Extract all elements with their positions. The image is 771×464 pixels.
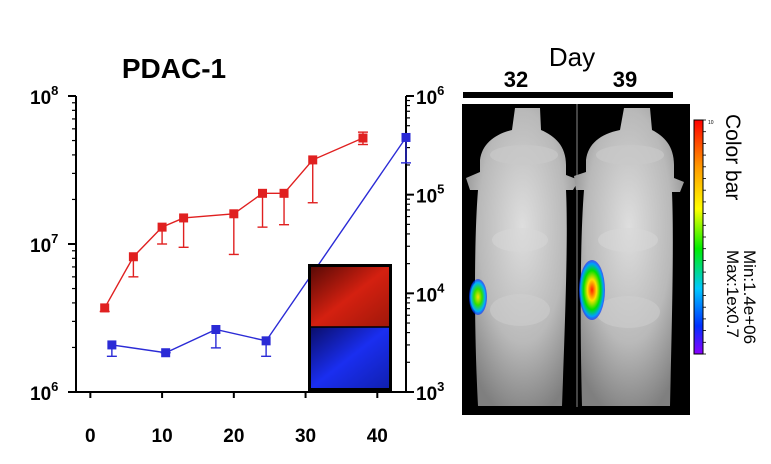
- right-y-tick-label: 103: [416, 379, 444, 405]
- inset-red-panel: [311, 267, 389, 327]
- data-point: [107, 340, 117, 350]
- inset-image: [308, 264, 392, 391]
- color-bar-max: Max:1ex0.7: [723, 250, 742, 338]
- left-y-tick-label: 107: [30, 231, 58, 257]
- right-y-tick-label: 106: [416, 83, 444, 109]
- left-y-ticks: 106 107 108: [30, 83, 76, 405]
- mouse-day-32: [466, 108, 579, 406]
- chart-title: PDAC-1: [122, 53, 226, 84]
- color-bar-ticks: [703, 119, 706, 355]
- color-bar-min: Min:1.4e+06: [740, 250, 759, 344]
- x-ticks: 0 10 20 30 40: [85, 392, 388, 447]
- mouse-day-39: [574, 108, 684, 406]
- series-layer: [99, 131, 411, 358]
- color-bar-title: Color bar: [721, 114, 744, 200]
- color-bar-gradient: [693, 119, 704, 355]
- data-point: [161, 348, 171, 358]
- day-label: Day: [549, 42, 595, 72]
- bioluminescence-signal-day-39: [579, 260, 605, 320]
- data-point: [128, 252, 138, 262]
- left-y-tick-label: 108: [30, 83, 58, 109]
- data-point: [261, 336, 271, 346]
- data-point: [211, 324, 221, 334]
- color-bar-tick-label: 10: [708, 120, 714, 126]
- day-32-label: 32: [504, 67, 528, 92]
- imaging-bottom-bar: [462, 407, 690, 415]
- series-0: [99, 131, 368, 313]
- right-y-tick-label: 104: [416, 280, 445, 306]
- x-tick-label: 30: [295, 426, 316, 447]
- imaging-panel: Day 32 39 10 Color bar Min: [462, 42, 759, 415]
- inset-frame: [308, 264, 392, 391]
- x-tick-label: 10: [152, 426, 173, 447]
- data-point: [308, 155, 318, 165]
- left-y-tick-label: 106: [30, 379, 58, 405]
- day-39-label: 39: [613, 67, 637, 92]
- data-point: [157, 222, 167, 232]
- data-point: [258, 188, 268, 198]
- x-tick-label: 40: [367, 426, 388, 447]
- x-tick-label: 0: [85, 426, 96, 447]
- right-y-tick-label: 105: [416, 182, 444, 208]
- color-bar: 10 Color bar Min:1.4e+06 Max:1ex0.7: [693, 114, 759, 355]
- x-tick-label: 20: [223, 426, 244, 447]
- data-point: [358, 133, 368, 143]
- right-y-ticks: 103 104 105 106: [406, 83, 445, 405]
- data-point: [179, 213, 189, 223]
- inset-blue-panel: [311, 327, 389, 388]
- bioluminescence-signal-day-32: [469, 279, 487, 315]
- day-bar: [463, 92, 673, 98]
- data-point: [401, 132, 411, 142]
- data-point: [279, 188, 289, 198]
- data-point: [229, 209, 239, 219]
- data-point: [100, 303, 110, 313]
